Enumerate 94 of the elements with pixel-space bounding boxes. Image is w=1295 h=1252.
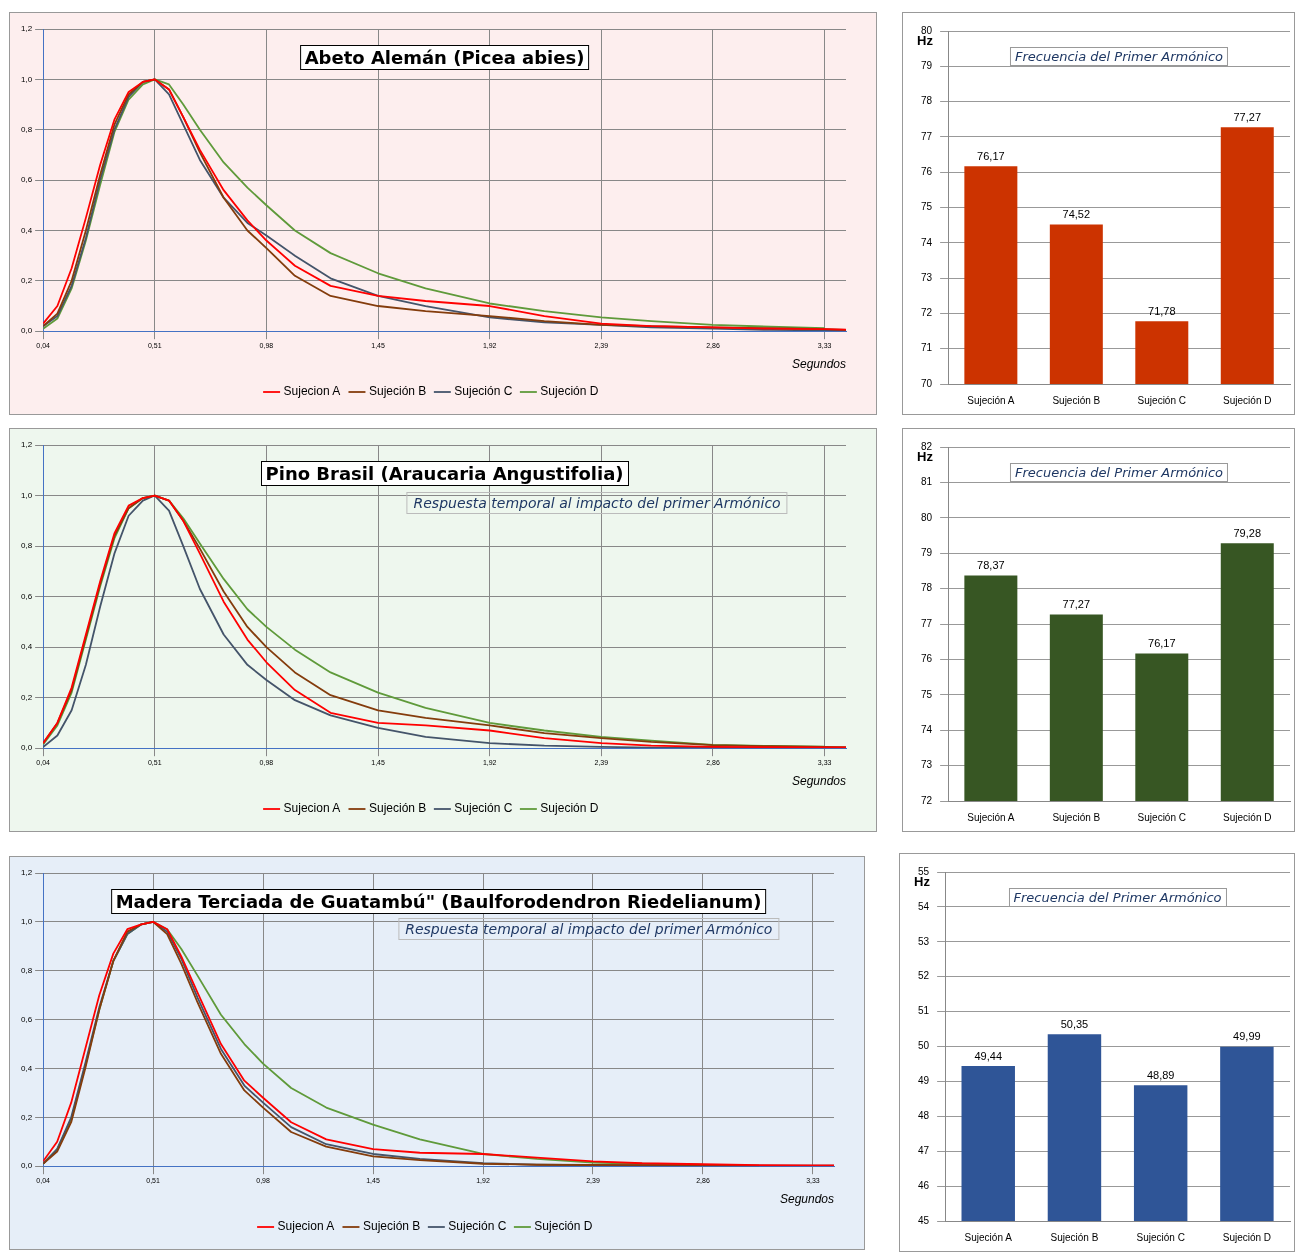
y-tick-label: 0,6	[21, 591, 33, 601]
y-tick-label: 72	[921, 794, 933, 806]
data-label: 74,52	[1062, 207, 1091, 220]
y-tick-label: 0,4	[21, 225, 33, 235]
y-tick-label: 80	[921, 511, 933, 523]
text: Frecuencia del Primer Armónico	[1008, 887, 1227, 907]
data-label: 79,28	[1233, 526, 1262, 539]
y-tick-label: 1,2	[21, 24, 33, 34]
y-tick-label: 71	[921, 342, 933, 354]
y-tick-label: 79	[921, 60, 933, 72]
y-tick-label: 70	[921, 377, 933, 389]
y-tick-label: 1,2	[21, 868, 33, 878]
y-tick-label: 1,0	[21, 917, 33, 927]
y-tick-label: 45	[918, 1214, 930, 1226]
y-tick-label: 0,6	[21, 175, 33, 185]
data-label: 78,37	[977, 559, 1005, 572]
y-tick-label: 46	[918, 1179, 930, 1191]
y-tick-label: 0,0	[21, 1161, 33, 1171]
y-tick-label: 53	[918, 935, 930, 947]
y-tick-label: 73	[921, 271, 933, 283]
y-tick-label: 1,0	[21, 490, 33, 500]
data-label: 76,17	[977, 149, 1005, 162]
y-tick-label: 0,2	[21, 1112, 33, 1122]
text: Madera Terciada de Guatambú" (Baulforodendron Riedelianum)	[110, 889, 767, 914]
data-label: 49,99	[1233, 1030, 1261, 1043]
y-tick-label: 0,0	[21, 743, 33, 753]
y-tick-label: 1,0	[21, 74, 33, 84]
y-tick-label: 0,2	[21, 692, 33, 702]
y-tick-label: 49	[918, 1075, 930, 1087]
x-tick-label: Sujeción C	[1136, 1231, 1185, 1243]
y-tick-label: 52	[918, 970, 930, 982]
y-tick-label: 80	[921, 24, 933, 36]
y-tick-label: 50	[918, 1040, 930, 1052]
x-tick-label: Sujeción B	[1050, 1231, 1099, 1243]
y-axis-title: Hz	[914, 874, 930, 889]
x-tick-label: Sujeción C	[1137, 811, 1186, 823]
y-tick-label: 73	[921, 759, 933, 771]
y-axis-title: Hz	[917, 449, 933, 464]
legend-label: Sujecion A	[277, 1219, 335, 1234]
y-tick-label: 76	[921, 653, 933, 665]
y-tick-label: 74	[921, 236, 933, 248]
y-tick-label: 72	[921, 307, 933, 319]
y-axis-title: Hz	[917, 33, 933, 48]
y-tick-label: 51	[918, 1005, 930, 1017]
y-tick-label: 0,8	[21, 124, 33, 134]
x-axis-title: Segundos	[779, 1192, 834, 1207]
y-tick-label: 0,4	[21, 1063, 33, 1073]
x-tick-label: Sujeción D	[1222, 1231, 1272, 1243]
legend-label: Sujecion A	[283, 801, 341, 816]
data-label: 77,27	[1233, 110, 1262, 123]
y-tick-label: 77	[921, 617, 933, 629]
y-tick-label: 75	[921, 688, 933, 700]
x-axis-title: Segundos	[791, 357, 846, 372]
data-label: 49,44	[974, 1049, 1002, 1062]
y-tick-label: 82	[921, 440, 933, 452]
text: Frecuencia del Primer Armónico	[1010, 46, 1229, 66]
y-tick-label: 0,4	[21, 642, 33, 652]
data-label: 77,27	[1062, 597, 1091, 610]
data-label: 48,89	[1146, 1068, 1175, 1081]
y-tick-label: 78	[921, 582, 933, 594]
x-tick-label: Sujeción A	[964, 1231, 1013, 1243]
data-label: 50,35	[1060, 1017, 1089, 1030]
y-tick-label: 55	[918, 865, 930, 877]
y-tick-label: 0,8	[21, 541, 33, 551]
text: Abeto Alemán (Picea abies)	[299, 45, 590, 70]
x-tick-label: Sujeción D	[1223, 394, 1272, 406]
y-tick-label: 75	[921, 201, 933, 213]
y-tick-label: 81	[921, 476, 933, 488]
y-tick-label: 74	[921, 723, 933, 735]
text: Frecuencia del Primer Armónico	[1010, 462, 1229, 482]
y-tick-label: 0,8	[21, 965, 33, 975]
data-label: 71,78	[1148, 304, 1176, 317]
y-tick-label: 47	[918, 1144, 930, 1156]
y-tick-label: 48	[918, 1110, 930, 1122]
y-tick-label: 78	[921, 95, 933, 107]
y-tick-label: 77	[921, 130, 933, 142]
x-tick-label: Sujeción A	[967, 811, 1015, 823]
x-tick-label: Sujeción D	[1223, 811, 1272, 823]
y-tick-label: 0,2	[21, 276, 33, 286]
x-tick-label: Sujeción C	[1137, 394, 1186, 406]
x-tick-label: Sujeción B	[1052, 811, 1101, 823]
x-tick-label: Sujeción B	[1052, 394, 1101, 406]
y-tick-label: 0,6	[21, 1014, 33, 1024]
y-tick-label: 0,0	[21, 326, 33, 336]
y-tick-label: 54	[918, 900, 930, 912]
x-axis-title: Segundos	[791, 774, 846, 789]
y-tick-label: 1,2	[21, 440, 33, 450]
text: Pino Brasil (Araucaria Angustifolia)	[260, 461, 629, 486]
data-label: 76,17	[1148, 636, 1176, 649]
legend-label: Sujecion A	[283, 384, 341, 399]
y-tick-label: 79	[921, 546, 933, 558]
y-tick-label: 76	[921, 165, 933, 177]
x-tick-label: Sujeción A	[967, 394, 1015, 406]
annotation: Respuesta temporal al impacto del primer Armónico	[406, 491, 788, 514]
